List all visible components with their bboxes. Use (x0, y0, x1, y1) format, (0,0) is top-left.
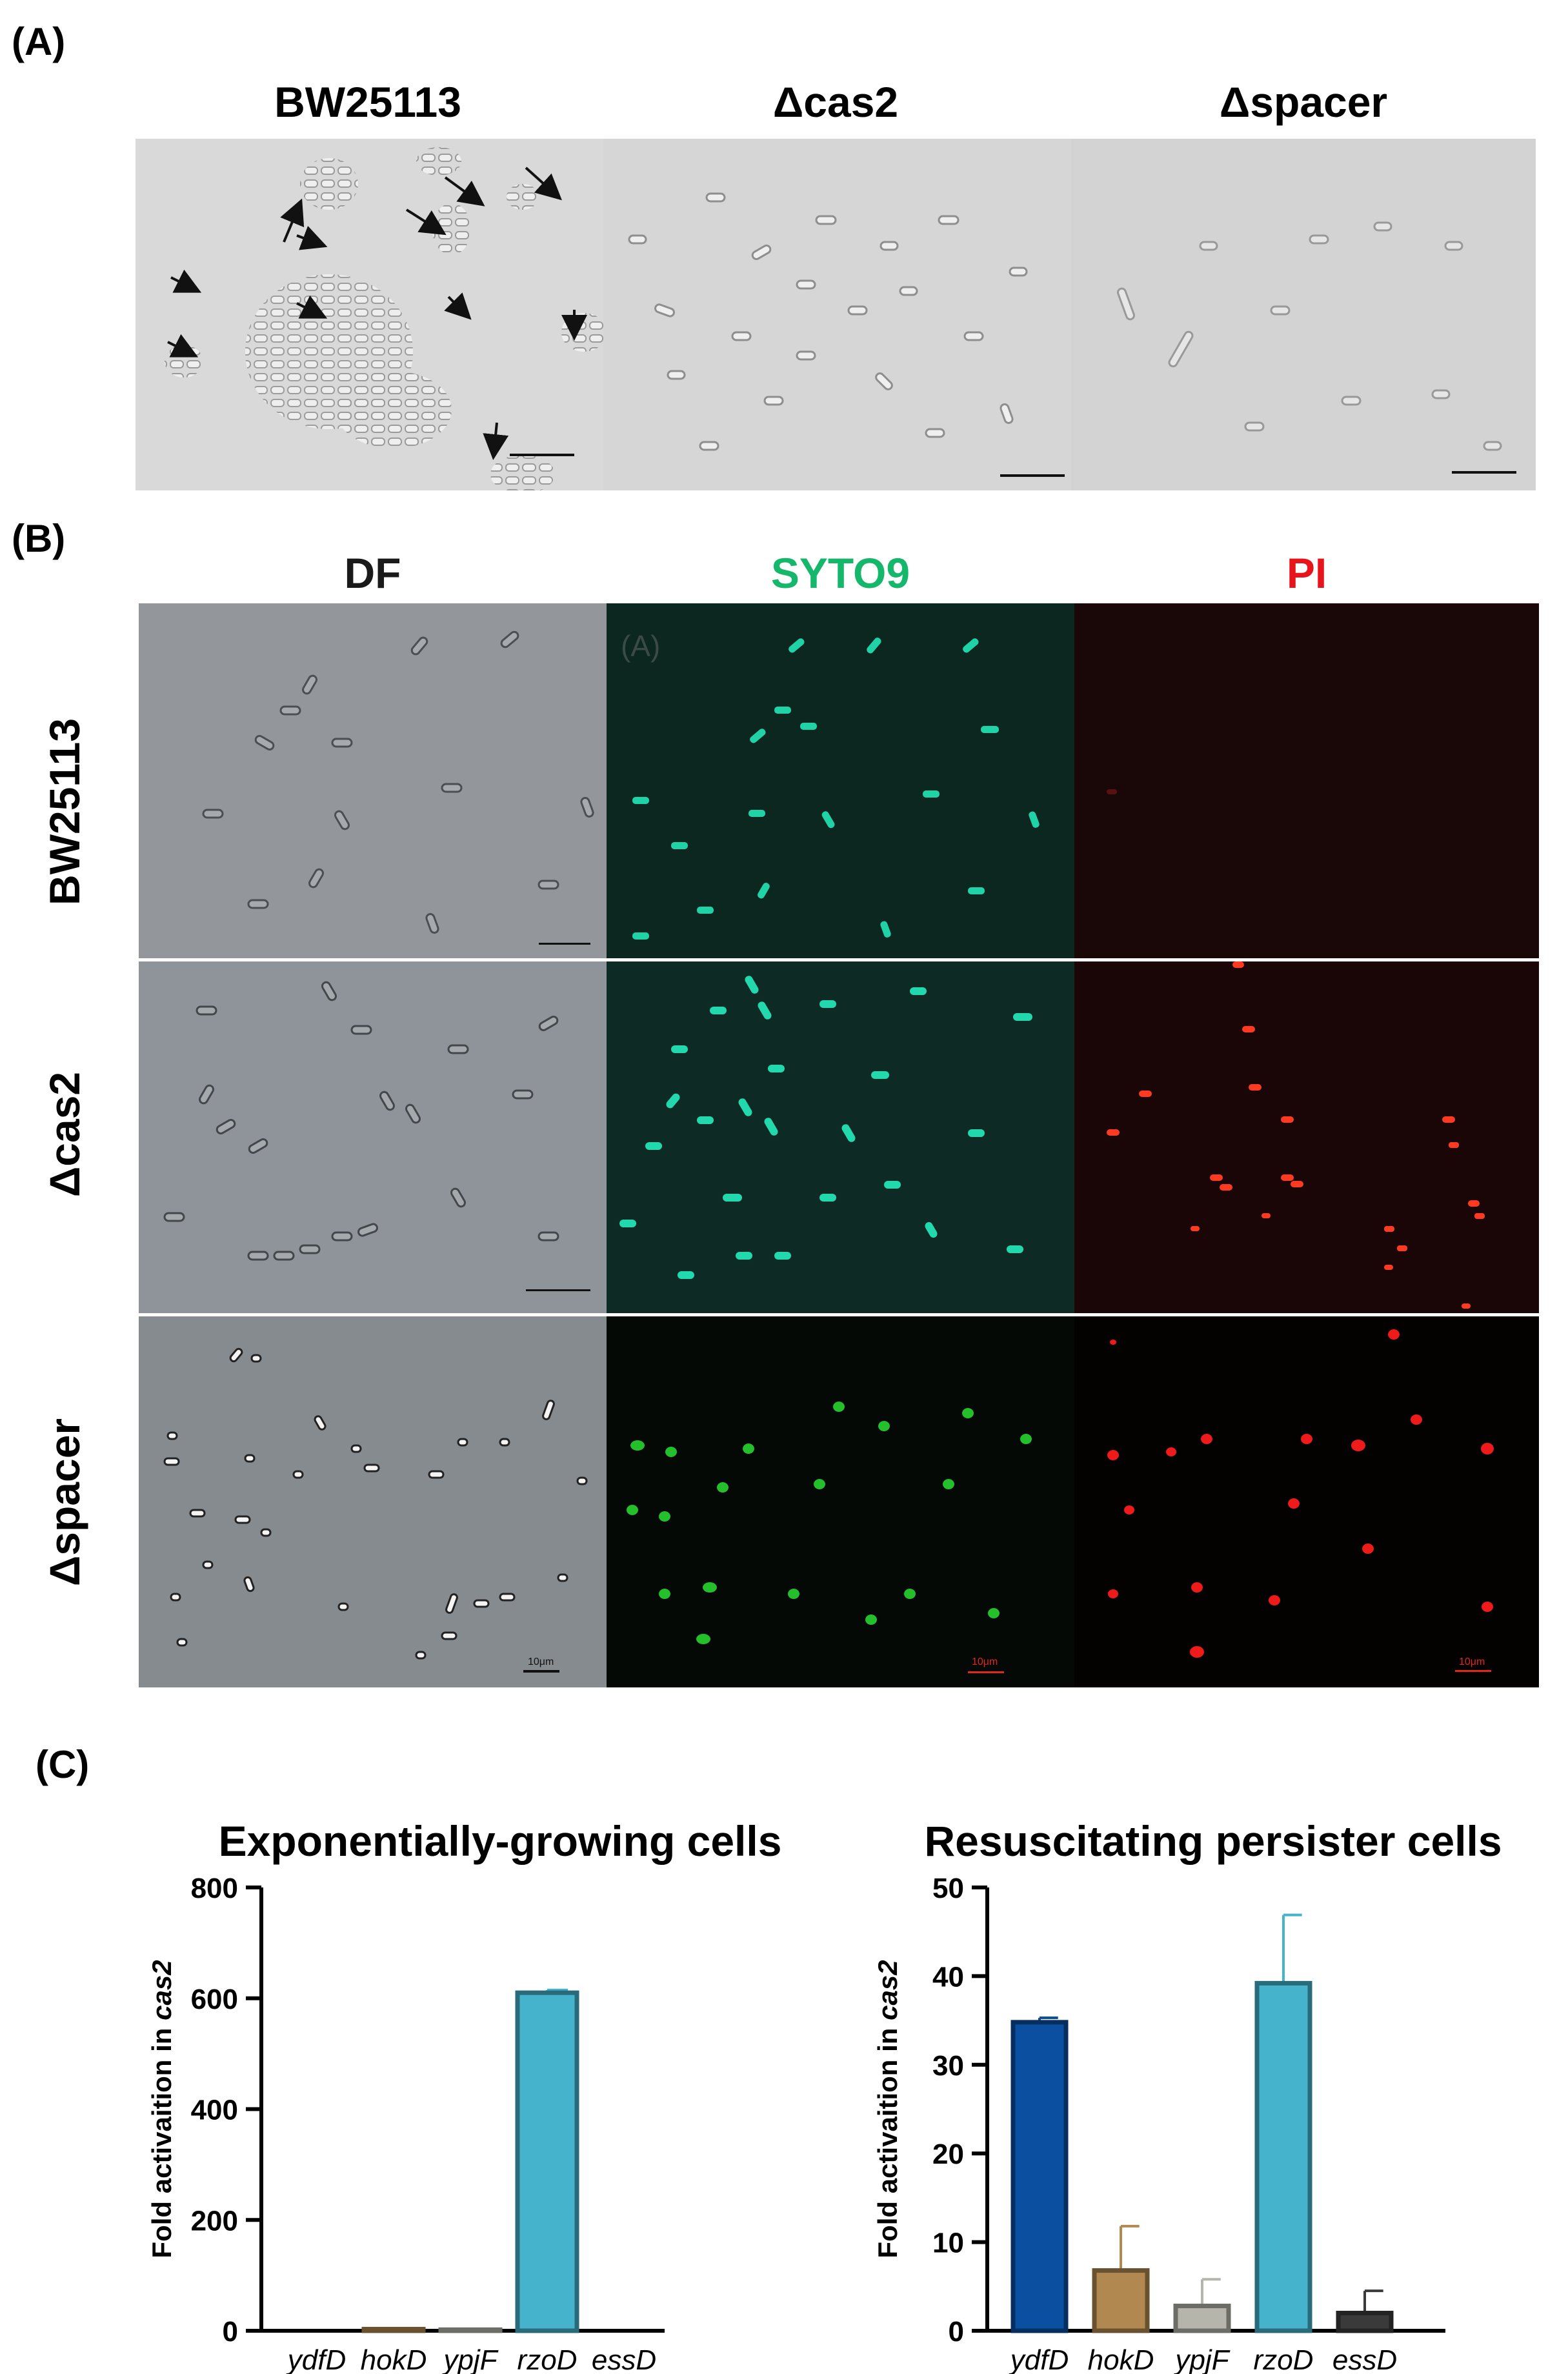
panel-a-col-cas2: Δcas2 (772, 78, 899, 126)
y-tick-label: 20 (932, 2138, 964, 2170)
bar (361, 2326, 426, 2333)
panel-c-label: (C) (35, 1743, 90, 1786)
x-tick-label: rzoD (1254, 2344, 1314, 2374)
y-axis-label: Fold activaition in cas2 (146, 1960, 177, 2258)
y-tick-label: 800 (191, 1873, 238, 1904)
micrograph-b-spacer-syto9: 10μm (607, 1316, 1074, 1687)
b3-df-cells: 10μm (163, 1347, 588, 1673)
scalebar-label-syto9: 10μm (972, 1656, 998, 1667)
chart-left-title: Exponentially-growing cells (218, 1817, 782, 1865)
micrograph-b-bw25113-syto9: (A) (607, 603, 1074, 958)
chart-left: 0 200 400 600 800 Fold activaition in cas2 ydf… (146, 1873, 665, 2374)
y-tick-label: 200 (191, 2205, 238, 2237)
panel-a-label: (A) (12, 20, 66, 63)
micrograph-a-bw25113 (136, 139, 603, 490)
b2-df-cells (163, 981, 590, 1291)
panel-b-label: (B) (12, 517, 66, 560)
micrograph-b-cas2-df (139, 961, 607, 1313)
bar (438, 2327, 503, 2333)
y-tick-label: 0 (949, 2316, 964, 2348)
micrograph-b-spacer-df: 10μm (139, 1316, 607, 1687)
spacer-cells (1117, 221, 1516, 474)
b1-df-cells (202, 630, 594, 945)
y-axis-label: Fold activaition in cas2 (872, 1960, 903, 2258)
panel-b-col-df: DF (344, 549, 401, 597)
bar (515, 1990, 579, 2333)
cas2-cells (628, 192, 1065, 477)
panel-a-col-spacer: Δspacer (1219, 78, 1388, 126)
bw25113-cells (165, 147, 603, 490)
bar (1336, 2311, 1394, 2333)
bar (1010, 2020, 1069, 2333)
bar (1173, 2304, 1231, 2333)
y-tick-label: 400 (191, 2095, 238, 2126)
chart-right-title: Resuscitating persister cells (924, 1817, 1502, 1865)
y-tick-label: 30 (932, 2050, 964, 2082)
panel-b-row-bw25113: BW25113 (41, 718, 88, 905)
x-tick-label: hokD (1088, 2344, 1154, 2374)
y-tick-label: 600 (191, 1984, 238, 2015)
b3-pi-cells: 10μm (1107, 1329, 1494, 1672)
panel-b-col-pi: PI (1286, 549, 1327, 597)
b1-pi-cells (1107, 789, 1117, 794)
b2-pi-cells (1107, 961, 1485, 1309)
syto9-overlay-text: (A) (621, 629, 660, 663)
x-tick-label: essD (592, 2344, 656, 2374)
panel-a-col-bw25113: BW25113 (274, 78, 461, 126)
x-tick-label: hokD (361, 2344, 427, 2374)
y-tick-label: 10 (932, 2228, 964, 2259)
x-tick-label: essD (1332, 2344, 1397, 2374)
b3-syto9-cells: 10μm (627, 1402, 1032, 1673)
scalebar-label-pi: 10μm (1459, 1656, 1485, 1667)
micrograph-b-cas2-pi (1074, 961, 1539, 1313)
chart-right: 0 10 20 30 40 50 Fold activaition in cas2 ydfD h… (872, 1873, 1445, 2374)
micrograph-b-bw25113-df (139, 603, 607, 958)
micrograph-b-cas2-syto9 (607, 961, 1074, 1313)
x-tick-label: ydfD (286, 2344, 346, 2374)
y-tick-label: 50 (932, 1873, 964, 1904)
panel-b-col-syto9: SYTO9 (770, 549, 910, 597)
panel-b-row-cas2: Δcas2 (41, 1071, 88, 1198)
b2-syto9-cells (619, 976, 1032, 1279)
panel-b-row-spacer: Δspacer (41, 1418, 88, 1587)
micrograph-b-spacer-pi: 10μm (1074, 1316, 1539, 1687)
y-tick-label: 0 (223, 2316, 238, 2348)
y-tick-label: 40 (932, 1961, 964, 1993)
x-tick-label: ypjF (1173, 2344, 1230, 2374)
scalebar-label-df: 10μm (528, 1656, 554, 1667)
micrograph-a-cas2 (603, 139, 1071, 490)
bar (1254, 1980, 1312, 2333)
bar (1092, 2268, 1150, 2333)
x-tick-label: rzoD (518, 2344, 578, 2374)
x-tick-label: ydfD (1009, 2344, 1069, 2374)
micrograph-a-spacer (1071, 139, 1536, 490)
b1-syto9-cells: (A) (621, 629, 1040, 940)
x-tick-label: ypjF (441, 2344, 498, 2374)
micrograph-b-bw25113-pi (1074, 603, 1539, 958)
